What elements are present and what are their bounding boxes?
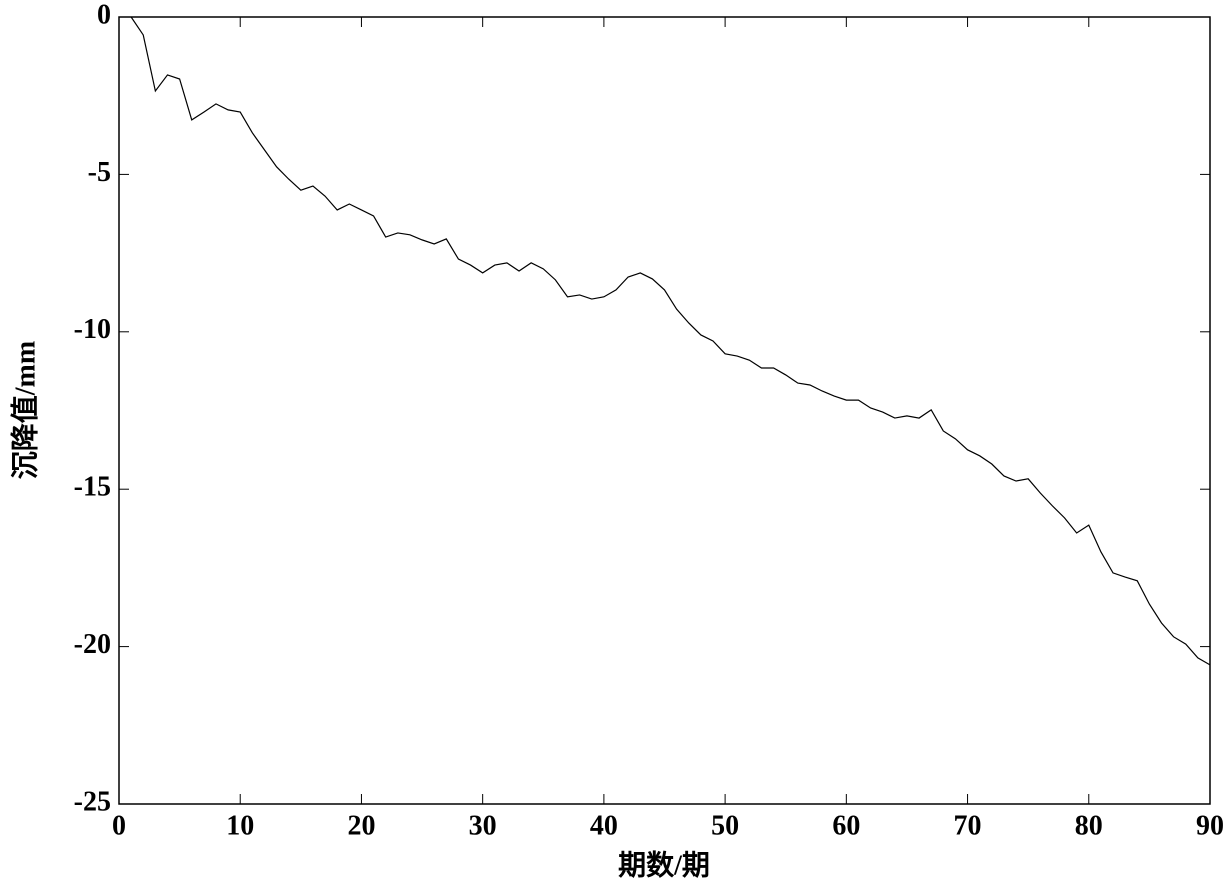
x-tick-label: 30: [469, 810, 497, 841]
y-tick-label: -25: [74, 786, 111, 817]
y-axis-label: 沉降值/mm: [9, 341, 41, 479]
x-tick-label: 20: [347, 810, 375, 841]
y-tick-label: 0: [97, 0, 111, 30]
x-axis-label: 期数/期: [618, 849, 710, 881]
y-tick-label: -20: [74, 629, 111, 660]
y-tick-label: -10: [74, 314, 111, 345]
x-tick-label: 0: [112, 810, 126, 841]
y-tick-label: -15: [74, 472, 111, 503]
x-tick-label: 50: [711, 810, 739, 841]
y-tick-label: -5: [88, 157, 111, 188]
x-tick-label: 90: [1196, 810, 1224, 841]
x-tick-label: 10: [226, 810, 254, 841]
x-tick-label: 70: [954, 810, 982, 841]
plot-frame: [118, 16, 1211, 805]
x-tick-label: 80: [1075, 810, 1103, 841]
x-tick-label: 60: [832, 810, 860, 841]
x-tick-label: 40: [590, 810, 618, 841]
data-line: [130, 16, 1211, 666]
